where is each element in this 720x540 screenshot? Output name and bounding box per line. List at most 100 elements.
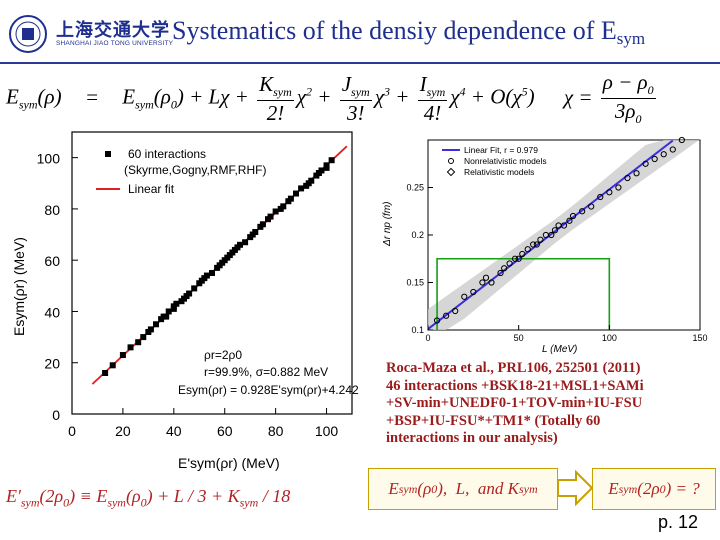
- data-point: [135, 339, 142, 346]
- data-point: [109, 362, 116, 369]
- slide-title: Systematics of the densiy dependence of …: [172, 16, 646, 48]
- university-logo: [9, 15, 47, 53]
- data-point: [287, 195, 294, 202]
- legend-label-nonrel: Nonrelativistic models: [464, 156, 547, 166]
- y-tick-label: 0.1: [411, 325, 424, 335]
- annotation-fit-equation: Esym(ρr) = 0.928E'sym(ρr)+4.242: [178, 383, 359, 397]
- data-point: [624, 174, 631, 182]
- data-point: [566, 217, 573, 224]
- data-point: [651, 155, 658, 163]
- data-point: [479, 279, 486, 286]
- data-point: [140, 334, 147, 341]
- data-point: [606, 189, 613, 196]
- data-point: [318, 167, 325, 174]
- legend-label-rel: Relativistic models: [464, 167, 534, 177]
- y-tick-label: 20: [44, 356, 60, 372]
- data-point: [170, 305, 177, 312]
- y-tick-label: 0.15: [406, 278, 424, 288]
- logo-english-text: SHANGHAI JIAO TONG UNIVERSITY: [56, 40, 174, 47]
- data-point: [519, 250, 526, 258]
- reference-line-5: interactions in our analysis): [386, 430, 558, 446]
- data-point: [470, 288, 477, 296]
- y-tick-label: 40: [44, 304, 60, 320]
- data-point: [551, 227, 559, 234]
- taylor-expansion-equation: Esym(ρ) = Esym(ρ0) + Lχ + Ksym 2! χ2 + Jsy…: [6, 70, 656, 127]
- green-guide-lines: [436, 257, 611, 330]
- data-point: [533, 241, 540, 248]
- y-tick-label: 0: [52, 407, 60, 423]
- derivative-definition-equation: E'sym(2ρ0) ≡ Esym(ρ0) + L / 3 + Ksym / 1…: [6, 486, 291, 510]
- legend-marker-nonrel: [448, 158, 454, 164]
- annotation-correlation: r=99.9%, σ=0.882 MeV: [204, 365, 328, 379]
- data-point: [119, 352, 126, 359]
- data-point: [515, 255, 522, 262]
- data-point: [242, 239, 249, 246]
- data-point: [642, 160, 649, 167]
- data-point: [163, 313, 170, 320]
- data-point: [147, 326, 154, 333]
- x-tick-label: 0: [425, 333, 430, 343]
- reference-line-1: Roca-Maza et al., PRL106, 252501 (2011): [386, 360, 641, 376]
- data-point: [497, 269, 504, 277]
- data-point: [597, 193, 604, 201]
- neutron-skin-chart: 0.1 0.15 0.2 0.25 0 50 100 150 Linear Fit, r =…: [372, 126, 712, 356]
- page-number: p. 12: [658, 512, 699, 532]
- x-tick-label: 0: [68, 423, 76, 439]
- data-point: [488, 279, 495, 286]
- data-point: [102, 369, 109, 376]
- data-point: [165, 308, 172, 315]
- data-point: [588, 203, 595, 210]
- data-point: [203, 272, 210, 279]
- x-tick-label: 60: [217, 423, 233, 439]
- data-point: [660, 151, 667, 158]
- reference-line-3: +SV-min+UNEDF0-1+TOV-min+IU-FSU: [386, 395, 643, 411]
- y-axis-label: Esym(ρr) (MeV): [11, 237, 27, 336]
- data-point: [127, 344, 134, 351]
- data-point: [272, 208, 279, 215]
- y-tick-label: 60: [44, 253, 60, 269]
- data-point: [209, 270, 215, 276]
- data-point: [267, 213, 274, 220]
- legend-marker-points: [105, 151, 111, 157]
- data-point: [579, 208, 586, 215]
- x-tick-label: 100: [315, 423, 339, 439]
- y-tick-label: 0.25: [406, 183, 424, 193]
- data-point: [252, 228, 259, 235]
- x-tick-label: 40: [166, 423, 182, 439]
- y-tick-label: 80: [44, 202, 60, 218]
- chart-left-frame: [71, 131, 353, 415]
- data-point: [323, 164, 330, 171]
- esym-correlation-chart: 0 20 40 60 80 100 0 20 40 60 80 100 60 interaction…: [11, 131, 359, 471]
- data-point: [191, 285, 198, 292]
- data-point: [237, 241, 243, 248]
- x-tick-label: 80: [268, 423, 284, 439]
- data-point: [678, 136, 685, 144]
- data-point: [530, 241, 537, 248]
- linear-fit-line: [427, 139, 674, 330]
- reference-line-2: 46 interactions +BSK18-21+MSL1+SAMi: [386, 377, 644, 394]
- data-point: [461, 293, 468, 300]
- data-point: [615, 184, 622, 191]
- data-point: [524, 246, 531, 253]
- fit-confidence-band: [428, 139, 700, 330]
- data-point: [548, 231, 555, 239]
- legend-label-fit: Linear Fit, r = 0.979: [464, 145, 538, 155]
- annotation-density: ρr=2ρ0: [204, 348, 242, 362]
- data-point: [153, 321, 159, 328]
- data-point: [569, 212, 577, 220]
- data-point: [433, 317, 441, 324]
- legend-marker-rel: [446, 167, 456, 177]
- x-tick-label: 20: [115, 423, 131, 439]
- logo-chinese-text: 上海交通大学: [56, 20, 170, 41]
- data-point: [633, 170, 640, 177]
- data-point: [669, 146, 676, 153]
- x-axis-label: L (MeV): [542, 344, 577, 355]
- x-tick-label: 50: [514, 333, 524, 343]
- data-point: [560, 222, 568, 229]
- data-point: [511, 255, 519, 262]
- data-point: [186, 290, 193, 297]
- header-divider: [0, 62, 720, 64]
- data-point: [506, 260, 513, 267]
